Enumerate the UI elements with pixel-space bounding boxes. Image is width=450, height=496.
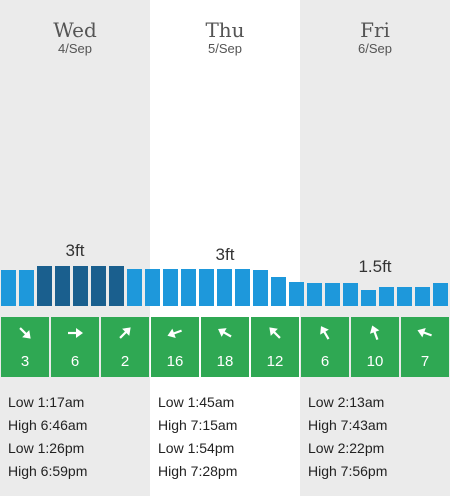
wind-speed: 3 bbox=[20, 353, 30, 370]
wind-speed: 2 bbox=[120, 353, 130, 370]
nw-arrow-icon bbox=[269, 327, 281, 339]
tide-entry: High 7:28pm bbox=[158, 463, 238, 479]
swell-bar bbox=[199, 269, 214, 306]
n-arrow-icon bbox=[369, 325, 380, 340]
swell-bar bbox=[289, 282, 304, 306]
wind-cell: 6 bbox=[301, 317, 349, 377]
w-arrow-icon bbox=[417, 327, 432, 338]
tide-entry: Low 2:13am bbox=[308, 394, 385, 410]
tide-entry: Low 2:22pm bbox=[308, 440, 385, 456]
swell-bar-chart bbox=[1, 266, 448, 306]
tide-list: Low 1:17am High 6:46am Low 1:26pm High 6… bbox=[0, 393, 150, 485]
e-arrow-icon bbox=[68, 328, 83, 338]
swell-bar bbox=[325, 283, 340, 306]
swell-bar bbox=[379, 287, 394, 306]
wind-speed: 18 bbox=[216, 353, 234, 370]
wind-speed: 6 bbox=[70, 353, 80, 370]
tide-entry: High 7:15am bbox=[158, 417, 238, 433]
swell-bar bbox=[217, 269, 232, 306]
swell-bar bbox=[91, 266, 106, 306]
wind-forecast-row: 3 6 2 16 18 12 6 10 7 bbox=[0, 317, 450, 377]
swell-bar bbox=[127, 269, 142, 306]
swell-bar bbox=[19, 270, 34, 306]
swell-bar bbox=[1, 270, 16, 306]
wind-cell: 7 bbox=[401, 317, 449, 377]
swell-bar bbox=[433, 283, 448, 306]
wind-speed: 7 bbox=[420, 353, 430, 370]
swell-bar bbox=[37, 266, 52, 306]
swell-bar bbox=[253, 270, 268, 306]
swell-bar bbox=[235, 269, 250, 306]
tide-entry: High 7:56pm bbox=[308, 463, 388, 479]
swell-bar bbox=[361, 290, 376, 306]
nw-arrow-icon bbox=[320, 326, 330, 340]
wind-cell: 12 bbox=[251, 317, 299, 377]
swell-bar bbox=[73, 266, 88, 306]
swell-height-label: 3ft bbox=[215, 245, 235, 264]
day-date: 4/Sep bbox=[58, 41, 92, 56]
tide-list: Low 2:13am High 7:43am Low 2:22pm High 7… bbox=[300, 393, 450, 485]
swell-bar bbox=[397, 287, 412, 306]
day-date: 5/Sep bbox=[208, 41, 242, 56]
tide-entry: Low 1:26pm bbox=[8, 440, 85, 456]
tide-entry: High 6:59pm bbox=[8, 463, 88, 479]
day-column-fri: Fri 6/Sep 1.5ft Low 2:13am High 7:43am L… bbox=[300, 0, 450, 496]
tide-entry: High 7:43am bbox=[308, 417, 388, 433]
day-date: 6/Sep bbox=[358, 41, 392, 56]
swell-bar bbox=[109, 266, 124, 306]
swell-bar bbox=[55, 266, 70, 306]
wind-speed: 12 bbox=[266, 353, 284, 370]
tide-entry: Low 1:17am bbox=[8, 394, 85, 410]
swell-height-label: 1.5ft bbox=[358, 257, 392, 276]
wind-cell: 18 bbox=[201, 317, 249, 377]
wind-speed: 10 bbox=[366, 353, 384, 370]
tide-entry: High 6:46am bbox=[8, 417, 88, 433]
swell-bar bbox=[163, 269, 178, 306]
wind-cell: 2 bbox=[101, 317, 149, 377]
tide-entry: Low 1:54pm bbox=[158, 440, 235, 456]
wind-cell: 3 bbox=[1, 317, 49, 377]
wind-cell: 16 bbox=[151, 317, 199, 377]
swell-bar bbox=[343, 283, 358, 306]
swell-bar bbox=[415, 287, 430, 306]
wind-speed: 6 bbox=[320, 353, 330, 370]
swell-bar bbox=[181, 269, 196, 306]
nw-arrow-icon bbox=[218, 328, 232, 338]
day-name: Fri bbox=[360, 18, 390, 42]
swell-bar bbox=[271, 277, 286, 306]
wind-cell: 10 bbox=[351, 317, 399, 377]
day-column-thu: Thu 5/Sep 3ft Low 1:45am High 7:15am Low… bbox=[150, 0, 300, 496]
swell-bar bbox=[307, 283, 322, 306]
se-arrow-icon bbox=[19, 327, 31, 339]
tide-list: Low 1:45am High 7:15am Low 1:54pm High 7… bbox=[150, 393, 300, 485]
day-name: Wed bbox=[53, 18, 97, 42]
wind-cell: 6 bbox=[51, 317, 99, 377]
wind-speed: 16 bbox=[166, 353, 184, 370]
tide-entry: Low 1:45am bbox=[158, 394, 235, 410]
swell-bar bbox=[145, 269, 160, 306]
day-name: Thu bbox=[205, 18, 245, 42]
ne-arrow-icon bbox=[119, 327, 131, 339]
w-arrow-icon bbox=[167, 328, 182, 339]
swell-height-label: 3ft bbox=[65, 241, 85, 260]
day-column-wed: Wed 4/Sep 3ft Low 1:17am High 6:46am Low… bbox=[0, 0, 150, 496]
